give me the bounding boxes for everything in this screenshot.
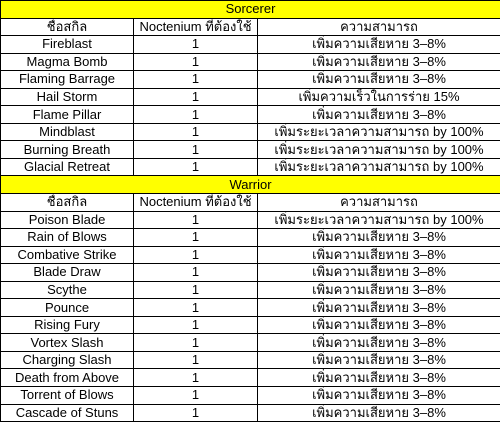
ability-cell: เพิ่มระยะเวลาความสามารถ by 100% (257, 210, 500, 230)
skill-name-cell: Blade Draw (0, 263, 134, 282)
noctenium-cell: 1 (133, 386, 258, 405)
skill-name-cell: Flame Pillar (0, 105, 134, 124)
ability-cell: เพิ่มระยะเวลาความสามารถ by 100% (257, 122, 500, 142)
noctenium-cell: 1 (133, 35, 258, 54)
skill-name-cell: Scythe (0, 280, 134, 300)
table-row: Cascade of Stuns 1 เพิ่มความเสียหาย 3–8% (0, 403, 500, 423)
noctenium-cell: 1 (133, 210, 258, 230)
table-row: Rising Fury 1 เพิ่มความเสียหาย 3–8% (0, 315, 500, 335)
noctenium-cell: 1 (133, 228, 258, 247)
noctenium-cell: 1 (133, 157, 258, 177)
section-title: Warrior (0, 175, 500, 195)
ability-cell: เพิ่มความเสียหาย 3–8% (257, 350, 500, 370)
table-row: Burning Breath 1 เพิ่มระยะเวลาความสามารถ b… (0, 140, 500, 159)
skill-name-cell: Cascade of Stuns (0, 403, 134, 423)
skill-name-cell: Mindblast (0, 122, 134, 142)
noctenium-cell: 1 (133, 298, 258, 317)
section-title-row: Sorcerer (0, 0, 500, 19)
header-ability: ความสามารถ (257, 17, 500, 37)
column-header-row: ชื่อสกิล Noctenium ที่ต้องใช้ ความสามารถ (0, 17, 500, 37)
skill-name-cell: Fireblast (0, 35, 134, 54)
table-row: Fireblast 1 เพิ่มความเสียหาย 3–8% (0, 35, 500, 54)
table-row: Torrent of Blows 1 เพิ่มความเสียหาย 3–8% (0, 386, 500, 405)
table-row: Blade Draw 1 เพิ่มความเสียหาย 3–8% (0, 263, 500, 282)
table-row: Glacial Retreat 1 เพิ่มระยะเวลาความสามารถ … (0, 157, 500, 177)
skill-name-cell: Magma Bomb (0, 52, 134, 72)
noctenium-cell: 1 (133, 140, 258, 159)
skill-name-cell: Torrent of Blows (0, 386, 134, 405)
table-row: Flaming Barrage 1 เพิ่มความเสียหาย 3–8% (0, 70, 500, 89)
skill-name-cell: Hail Storm (0, 87, 134, 107)
ability-cell: เพิ่มความเสียหาย 3–8% (257, 35, 500, 54)
ability-cell: เพิ่มความเสียหาย 3–8% (257, 386, 500, 405)
header-noctenium-required: Noctenium ที่ต้องใช้ (133, 193, 258, 212)
table-row: Pounce 1 เพิ่มความเสียหาย 3–8% (0, 298, 500, 317)
ability-cell: เพิ่มความเสียหาย 3–8% (257, 333, 500, 352)
ability-cell: เพิ่มระยะเวลาความสามารถ by 100% (257, 157, 500, 177)
skill-name-cell: Rising Fury (0, 315, 134, 335)
section-title-row: Warrior (0, 175, 500, 195)
ability-cell: เพิ่มความเสียหาย 3–8% (257, 245, 500, 265)
ability-cell: เพิ่มความเสียหาย 3–8% (257, 263, 500, 282)
skill-name-cell: Flaming Barrage (0, 70, 134, 89)
ability-cell: เพิ่มความเสียหาย 3–8% (257, 403, 500, 423)
skill-name-cell: Poison Blade (0, 210, 134, 230)
header-noctenium-required: Noctenium ที่ต้องใช้ (133, 17, 258, 37)
ability-cell: เพิ่มความเสียหาย 3–8% (257, 52, 500, 72)
noctenium-cell: 1 (133, 368, 258, 388)
skill-name-cell: Vortex Slash (0, 333, 134, 352)
skill-name-cell: Burning Breath (0, 140, 134, 159)
skill-name-cell: Rain of Blows (0, 228, 134, 247)
table-row: Poison Blade 1 เพิ่มระยะเวลาความสามารถ by … (0, 210, 500, 230)
ability-cell: เพิ่มความเสียหาย 3–8% (257, 228, 500, 247)
noctenium-cell: 1 (133, 245, 258, 265)
ability-cell: เพิ่มความเสียหาย 3–8% (257, 105, 500, 124)
noctenium-cell: 1 (133, 52, 258, 72)
section-title: Sorcerer (0, 0, 500, 19)
noctenium-cell: 1 (133, 280, 258, 300)
table-row: Charging Slash 1 เพิ่มความเสียหาย 3–8% (0, 350, 500, 370)
noctenium-cell: 1 (133, 350, 258, 370)
table-row: Combative Strike 1 เพิ่มความเสียหาย 3–8% (0, 245, 500, 265)
skill-name-cell: Pounce (0, 298, 134, 317)
skill-name-cell: Combative Strike (0, 245, 134, 265)
noctenium-cell: 1 (133, 263, 258, 282)
noctenium-cell: 1 (133, 315, 258, 335)
noctenium-cell: 1 (133, 105, 258, 124)
header-skill-name: ชื่อสกิล (0, 193, 134, 212)
ability-cell: เพิ่มความเสียหาย 3–8% (257, 315, 500, 335)
ability-cell: เพิ่มระยะเวลาความสามารถ by 100% (257, 140, 500, 159)
table-row: Flame Pillar 1 เพิ่มความเสียหาย 3–8% (0, 105, 500, 124)
noctenium-cell: 1 (133, 87, 258, 107)
ability-cell: เพิ่มความเสียหาย 3–8% (257, 368, 500, 388)
table-row: Death from Above 1 เพิ่มความเสียหาย 3–8% (0, 368, 500, 388)
column-header-row: ชื่อสกิล Noctenium ที่ต้องใช้ ความสามารถ (0, 193, 500, 212)
table-row: Magma Bomb 1 เพิ่มความเสียหาย 3–8% (0, 52, 500, 72)
ability-cell: เพิ่มความเสียหาย 3–8% (257, 70, 500, 89)
ability-cell: เพิ่มความเสียหาย 3–8% (257, 298, 500, 317)
header-skill-name: ชื่อสกิล (0, 17, 134, 37)
skill-name-cell: Glacial Retreat (0, 157, 134, 177)
table-row: Scythe 1 เพิ่มความเสียหาย 3–8% (0, 280, 500, 300)
noctenium-cell: 1 (133, 122, 258, 142)
header-ability: ความสามารถ (257, 193, 500, 212)
skill-name-cell: Charging Slash (0, 350, 134, 370)
noctenium-cell: 1 (133, 403, 258, 423)
table-row: Rain of Blows 1 เพิ่มความเสียหาย 3–8% (0, 228, 500, 247)
ability-cell: เพิ่มความเสียหาย 3–8% (257, 280, 500, 300)
ability-cell: เพิ่มความเร็วในการร่าย 15% (257, 87, 500, 107)
noctenium-cell: 1 (133, 70, 258, 89)
table-row: Hail Storm 1 เพิ่มความเร็วในการร่าย 15% (0, 87, 500, 107)
table-row: Mindblast 1 เพิ่มระยะเวลาความสามารถ by 100… (0, 122, 500, 142)
noctenium-cell: 1 (133, 333, 258, 352)
table-row: Vortex Slash 1 เพิ่มความเสียหาย 3–8% (0, 333, 500, 352)
skill-name-cell: Death from Above (0, 368, 134, 388)
